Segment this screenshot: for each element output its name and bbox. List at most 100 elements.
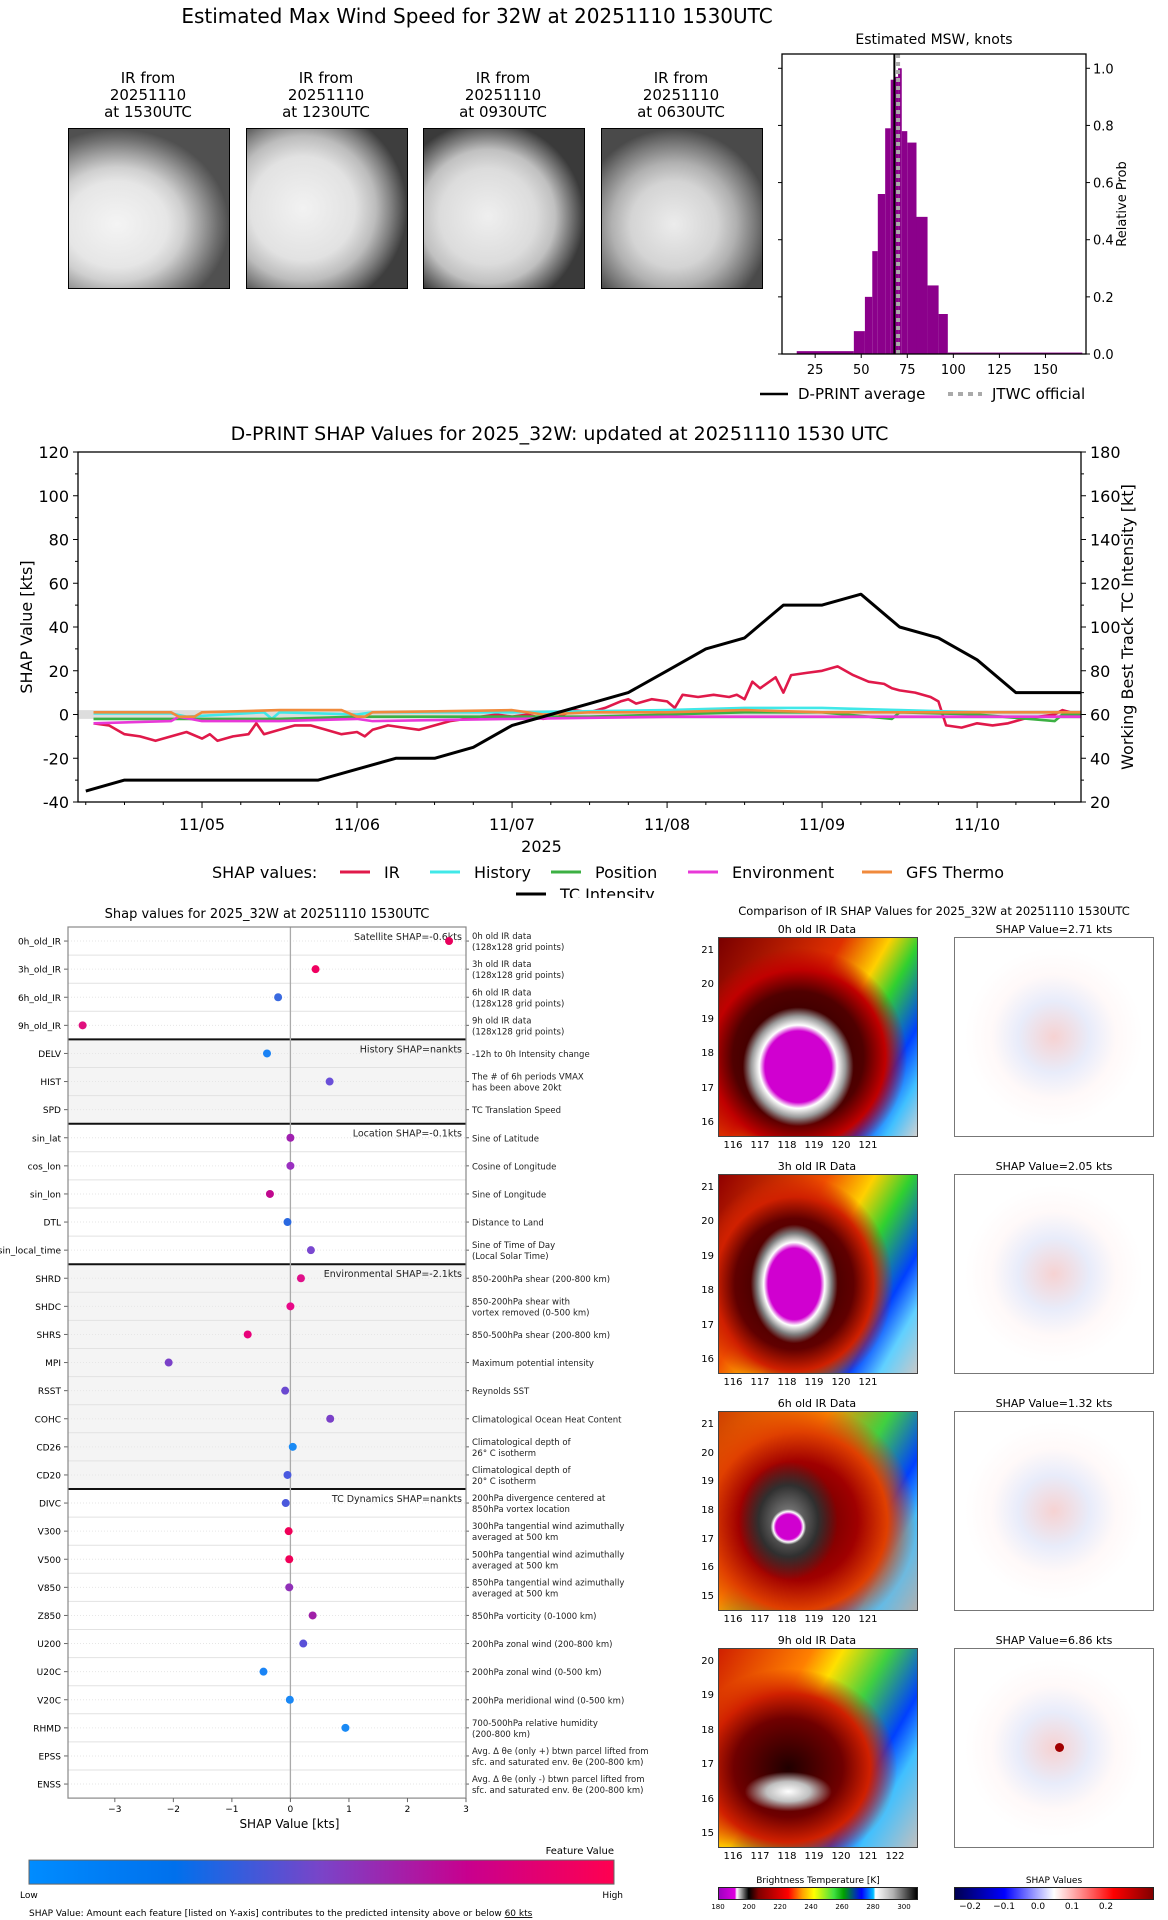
bt-tick-label: 220 (773, 1903, 787, 1911)
feature-description: 700-500hPa relative humidity (472, 1719, 598, 1729)
caption-line: at 0930UTC (459, 103, 547, 121)
feature-description: 850hPa vortex location (472, 1505, 570, 1515)
feature-description: Climatological depth of (472, 1466, 572, 1476)
histogram-bar (938, 314, 948, 354)
feature-name: Z850 (38, 1612, 62, 1622)
x-tick-label: 11/05 (179, 815, 225, 834)
shap-timeseries-chart: D-PRINT SHAP Values for 2025_32W: update… (17, 423, 1137, 898)
ir-thumbnail-image (246, 128, 408, 289)
feature-name: sin_local_time (0, 1247, 61, 1257)
ir-brightness-image (718, 1648, 918, 1848)
lon-tick-label: 117 (750, 1851, 770, 1862)
caption-line: IR from (475, 69, 531, 87)
feature-description: 6h old IR data (472, 988, 531, 998)
histogram-bar (898, 68, 902, 355)
shap-panel-title: SHAP Value=2.05 kts (995, 1160, 1113, 1173)
feature-shap-dot (288, 1442, 297, 1451)
feature-name: SPD (43, 1106, 61, 1116)
lat-tick-label: 19 (701, 1250, 714, 1262)
feature-description: 26° C isotherm (472, 1449, 536, 1459)
y2-tick-label: 60 (1090, 706, 1110, 725)
feature-shap-dot (259, 1667, 268, 1676)
histogram-bar (916, 216, 928, 354)
feature-description: sfc. and saturated env. θe (200-800 km) (472, 1786, 644, 1796)
feature-description: (Local Solar Time) (472, 1252, 549, 1262)
y-tick-label: 0.0 (1093, 348, 1114, 363)
feature-description: Climatological Ocean Heat Content (472, 1415, 622, 1425)
lat-tick-label: 18 (701, 1505, 714, 1516)
lat-tick-label: 16 (701, 1793, 714, 1805)
lon-tick-label: 117 (750, 1614, 770, 1625)
feature-value-colorbar (28, 1859, 615, 1885)
bt-tick-label: 200 (742, 1903, 756, 1911)
ir-thumbnail-caption: IR from 20251110 at 0930UTC (415, 70, 591, 121)
lon-tick-label: 119 (804, 1377, 824, 1388)
y2-tick-label: 120 (1090, 574, 1121, 593)
caption-line: at 1230UTC (282, 103, 370, 121)
feature-description: 500hPa tangential wind azimuthally (472, 1550, 624, 1560)
legend-label: GFS Thermo (906, 863, 1004, 882)
lon-tick-label: 116 (723, 1614, 743, 1625)
x-tick-label: 1 (346, 1805, 352, 1815)
shap-tick-label: 0.1 (1064, 1902, 1080, 1912)
feature-name: 3h_old_IR (18, 966, 61, 976)
lat-tick-label: 17 (701, 1533, 714, 1545)
lon-tick-label: 118 (777, 1614, 797, 1625)
feature-name: SHRS (37, 1331, 62, 1341)
ir-panel-title: 3h old IR Data (777, 1160, 857, 1173)
feature-name: COHC (35, 1415, 61, 1425)
feature-shap-dot (308, 1611, 317, 1620)
timeseries-title: D-PRINT SHAP Values for 2025_32W: update… (231, 423, 889, 445)
y-tick-label: -20 (43, 749, 69, 768)
lat-tick-label: 19 (701, 1013, 714, 1025)
feature-description: 200hPa zonal wind (200-800 km) (472, 1640, 612, 1650)
lon-tick-label: 121 (858, 1851, 878, 1862)
main-title: Estimated Max Wind Speed for 32W at 2025… (181, 4, 773, 28)
feature-description: 300hPa tangential wind azimuthally (472, 1522, 624, 1532)
caption-line: 20251110 (287, 86, 365, 104)
colorbar-label: Feature Value (546, 1846, 614, 1857)
feature-description: Sine of Time of Day (472, 1241, 555, 1251)
legend-label: Environment (732, 863, 834, 882)
feature-description: Sine of Latitude (472, 1134, 539, 1144)
feature-name: U200 (37, 1640, 61, 1650)
x-axis-label: SHAP Value [kts] (239, 1817, 339, 1831)
x-tick-label: −2 (167, 1805, 180, 1815)
brightness-temperature-colorbar (718, 1887, 918, 1900)
lon-tick-label: 118 (777, 1140, 797, 1151)
feature-description: 3h old IR data (472, 960, 531, 970)
caption-line: IR from (653, 69, 709, 87)
caption-line: 20251110 (642, 86, 720, 104)
lon-tick-label: 116 (723, 1377, 743, 1388)
lat-tick-label: 21 (701, 945, 714, 956)
lon-tick-label: 122 (885, 1851, 905, 1862)
feature-shap-dot (445, 937, 454, 946)
ir-panel-title: 6h old IR Data (777, 1397, 857, 1410)
lat-tick-label: 20 (701, 1656, 714, 1667)
lon-tick-label: 120 (831, 1377, 851, 1388)
feature-shap-dot (265, 1189, 274, 1198)
histogram-frame (781, 53, 1087, 355)
bt-tick-label: 300 (897, 1903, 911, 1911)
feature-name: SHDC (35, 1303, 61, 1313)
feature-shap-dot (311, 965, 320, 974)
lat-tick-label: 17 (701, 1759, 714, 1771)
legend-prefix: SHAP values: (212, 863, 317, 882)
y-tick-label: 0.8 (1093, 119, 1114, 134)
lon-tick-label: 116 (723, 1140, 743, 1151)
comparison-title: Comparison of IR SHAP Values for 2025_32… (738, 904, 1130, 918)
lon-tick-label: 120 (831, 1614, 851, 1625)
shap-values-colorbar (954, 1887, 1154, 1900)
caption-line: at 0630UTC (637, 103, 725, 121)
y2-tick-label: 80 (1090, 662, 1110, 681)
lon-tick-label: 117 (750, 1140, 770, 1151)
ir-brightness-image (718, 1174, 918, 1374)
feature-shap-dot (283, 1218, 292, 1227)
feature-shap-dot (285, 1583, 294, 1592)
feature-shap-dot (325, 1077, 334, 1086)
x-tick-label: 11/07 (489, 815, 535, 834)
feature-chart-frame (67, 926, 467, 1799)
feature-description: averaged at 500 km (472, 1533, 558, 1543)
timeseries-frame (77, 451, 1082, 803)
x-tick-label: 100 (941, 363, 966, 378)
